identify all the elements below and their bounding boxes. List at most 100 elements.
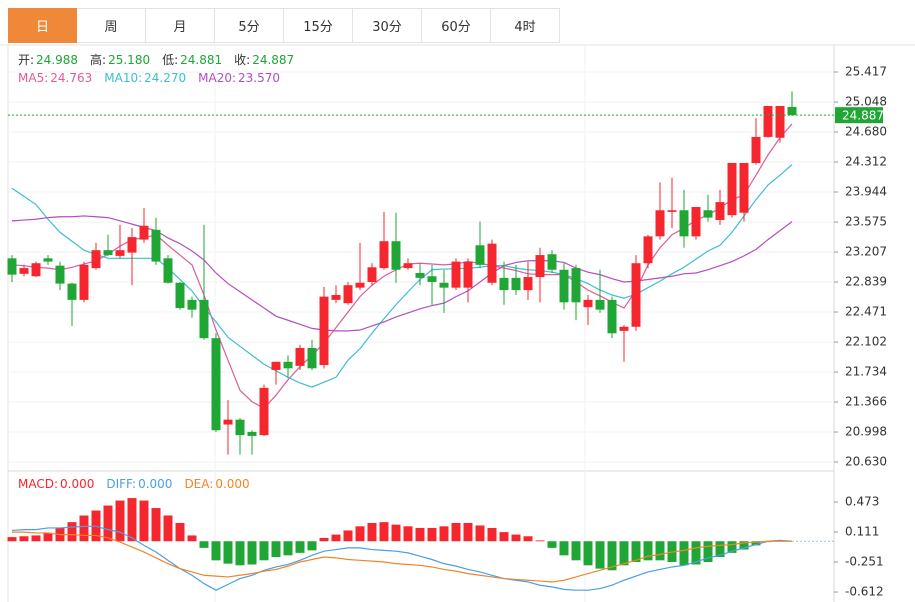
legend-value: 24.763 [50, 71, 92, 85]
macd-bar [751, 541, 761, 546]
period-tab[interactable]: 日 [8, 8, 77, 43]
macd-bar [715, 541, 725, 558]
candle-body [31, 263, 41, 277]
legend-label: DIFF: [106, 477, 136, 491]
macd-bar [79, 515, 89, 542]
candle-body [595, 299, 605, 310]
candle-body [667, 210, 677, 212]
candle-body [463, 261, 473, 288]
candle-body [703, 210, 713, 218]
macd-bar [571, 541, 581, 561]
macd-bar [607, 541, 617, 571]
macd-bar [691, 541, 701, 565]
candle-body [259, 387, 269, 436]
candle-body [619, 326, 629, 331]
candle-body [319, 296, 329, 366]
candle-body [727, 163, 737, 216]
y-tick-label: 25.048 [845, 95, 887, 109]
y-tick-label: 20.630 [845, 455, 887, 469]
candle-body [451, 261, 461, 288]
candle-body [355, 282, 365, 288]
macd-bar [163, 515, 173, 542]
candle-body [607, 299, 617, 334]
legend-value: 0.000 [138, 477, 172, 491]
period-tab[interactable]: 5分 [215, 8, 284, 43]
period-tab[interactable]: 60分 [422, 8, 491, 43]
macd-bar [115, 500, 125, 542]
legend-value: 24.887 [252, 53, 294, 67]
macd-bar [475, 525, 485, 542]
macd-bar [631, 541, 641, 562]
y-tick-label: 23.207 [845, 245, 887, 259]
period-tab[interactable]: 15分 [284, 8, 353, 43]
macd-bar [319, 537, 329, 542]
legend: MACD: 0.000 DIFF: 0.000 DEA: 0.000 [18, 477, 250, 491]
candle-body [79, 264, 89, 300]
y-tick-label: 0.111 [845, 525, 879, 539]
period-tab[interactable]: 30分 [353, 8, 422, 43]
period-tab[interactable]: 周 [77, 8, 146, 43]
macd-bar [67, 522, 77, 542]
legend-label: 开: [18, 53, 34, 67]
legend-value: 24.270 [144, 71, 186, 85]
macd-bar [331, 534, 341, 542]
indicator-line [12, 531, 792, 583]
legend: 开: 24.988 高: 25.180 低: 24.881 收: 24.887 [18, 52, 294, 67]
candle-body [415, 272, 425, 278]
period-tabs: 日周月 5分 15分 30分 60分 4时 [8, 8, 560, 44]
legend-label: DEA: [184, 477, 213, 491]
candle-body [739, 163, 749, 213]
macd-bar [403, 526, 413, 542]
legend-value: 24.881 [180, 53, 222, 67]
macd-bar [343, 530, 353, 542]
candle-body [523, 277, 533, 291]
candle-body [559, 269, 569, 303]
macd-bar [655, 541, 665, 561]
candle-body [271, 361, 281, 370]
macd-bar [451, 522, 461, 542]
y-tick-label: 22.839 [845, 275, 887, 289]
macd-bar [19, 536, 29, 542]
macd-bar [247, 541, 257, 565]
macd-bar [271, 541, 281, 558]
macd-bar [151, 508, 161, 542]
legend-label: 低: [162, 53, 178, 67]
macd-bar [103, 505, 113, 542]
candle-body [787, 106, 797, 116]
legend-label: 高: [90, 52, 106, 67]
y-tick-label: 24.312 [845, 155, 887, 169]
indicator-line [11, 525, 793, 591]
candle-body [331, 294, 341, 300]
y-tick-label: 21.734 [845, 365, 887, 379]
period-tab[interactable]: 4时 [491, 8, 560, 43]
candle-body [691, 207, 701, 237]
macd-bar [511, 534, 521, 542]
y-tick-label: 22.471 [845, 305, 887, 319]
legend: MA5: 24.763 MA10: 24.270 MA20: 23.570 [18, 71, 280, 85]
macd-bar [307, 541, 317, 551]
candle-body [487, 243, 497, 283]
candle-body [439, 282, 449, 288]
macd-bar [355, 526, 365, 542]
candle-body [511, 277, 521, 291]
macd-bar [595, 541, 605, 569]
candle-body [535, 255, 545, 278]
period-tab[interactable]: 月 [146, 8, 215, 43]
candle-body [43, 258, 53, 262]
legend-value: 25.180 [108, 53, 150, 67]
y-tick-label: -0.251 [845, 555, 884, 569]
candle-body [103, 250, 113, 256]
macd-bar [439, 526, 449, 542]
candle-body [583, 299, 593, 308]
macd-bar [463, 522, 473, 542]
macd-bar [679, 541, 689, 566]
candle-body [19, 268, 29, 274]
candle-body [547, 254, 557, 270]
candle-body [115, 250, 125, 256]
macd-bar [367, 522, 377, 542]
y-tick-label: 23.575 [845, 215, 887, 229]
legend-label: MA5: [18, 71, 48, 85]
candle-body [763, 105, 773, 137]
candle-body [247, 431, 257, 436]
